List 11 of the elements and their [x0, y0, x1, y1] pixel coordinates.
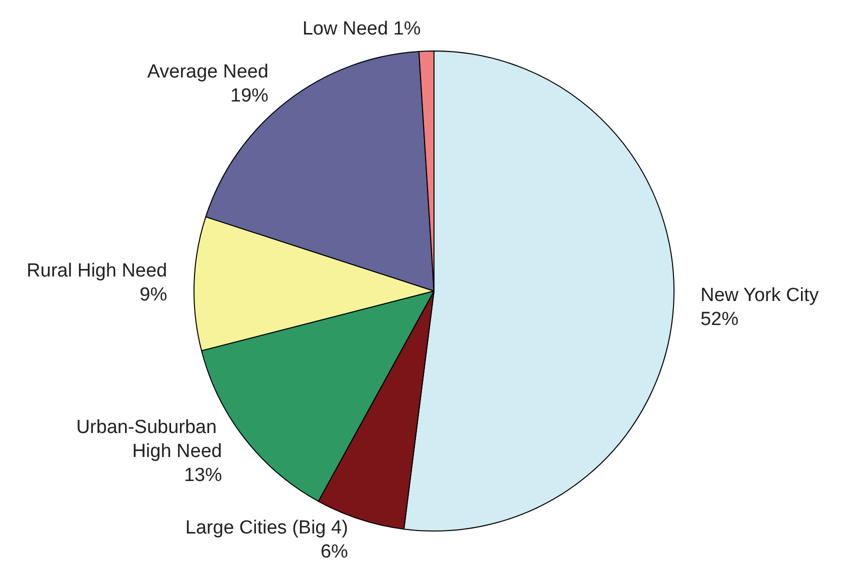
slice-label: Rural High Need [26, 260, 168, 282]
data-label: 6% [320, 542, 348, 563]
data-label: 19% [230, 85, 269, 106]
data-label: 9% [140, 284, 168, 306]
data-label: 52% [700, 308, 739, 330]
slice-label: New York City [700, 284, 820, 306]
slice-label: Urban-Suburban High Need [76, 417, 222, 462]
slice-label: Large Cities (Big 4) [185, 518, 348, 539]
slice-label: Low Need 1% [302, 18, 421, 40]
slice-label: Average Need [147, 61, 268, 82]
data-label: 13% [184, 465, 222, 486]
